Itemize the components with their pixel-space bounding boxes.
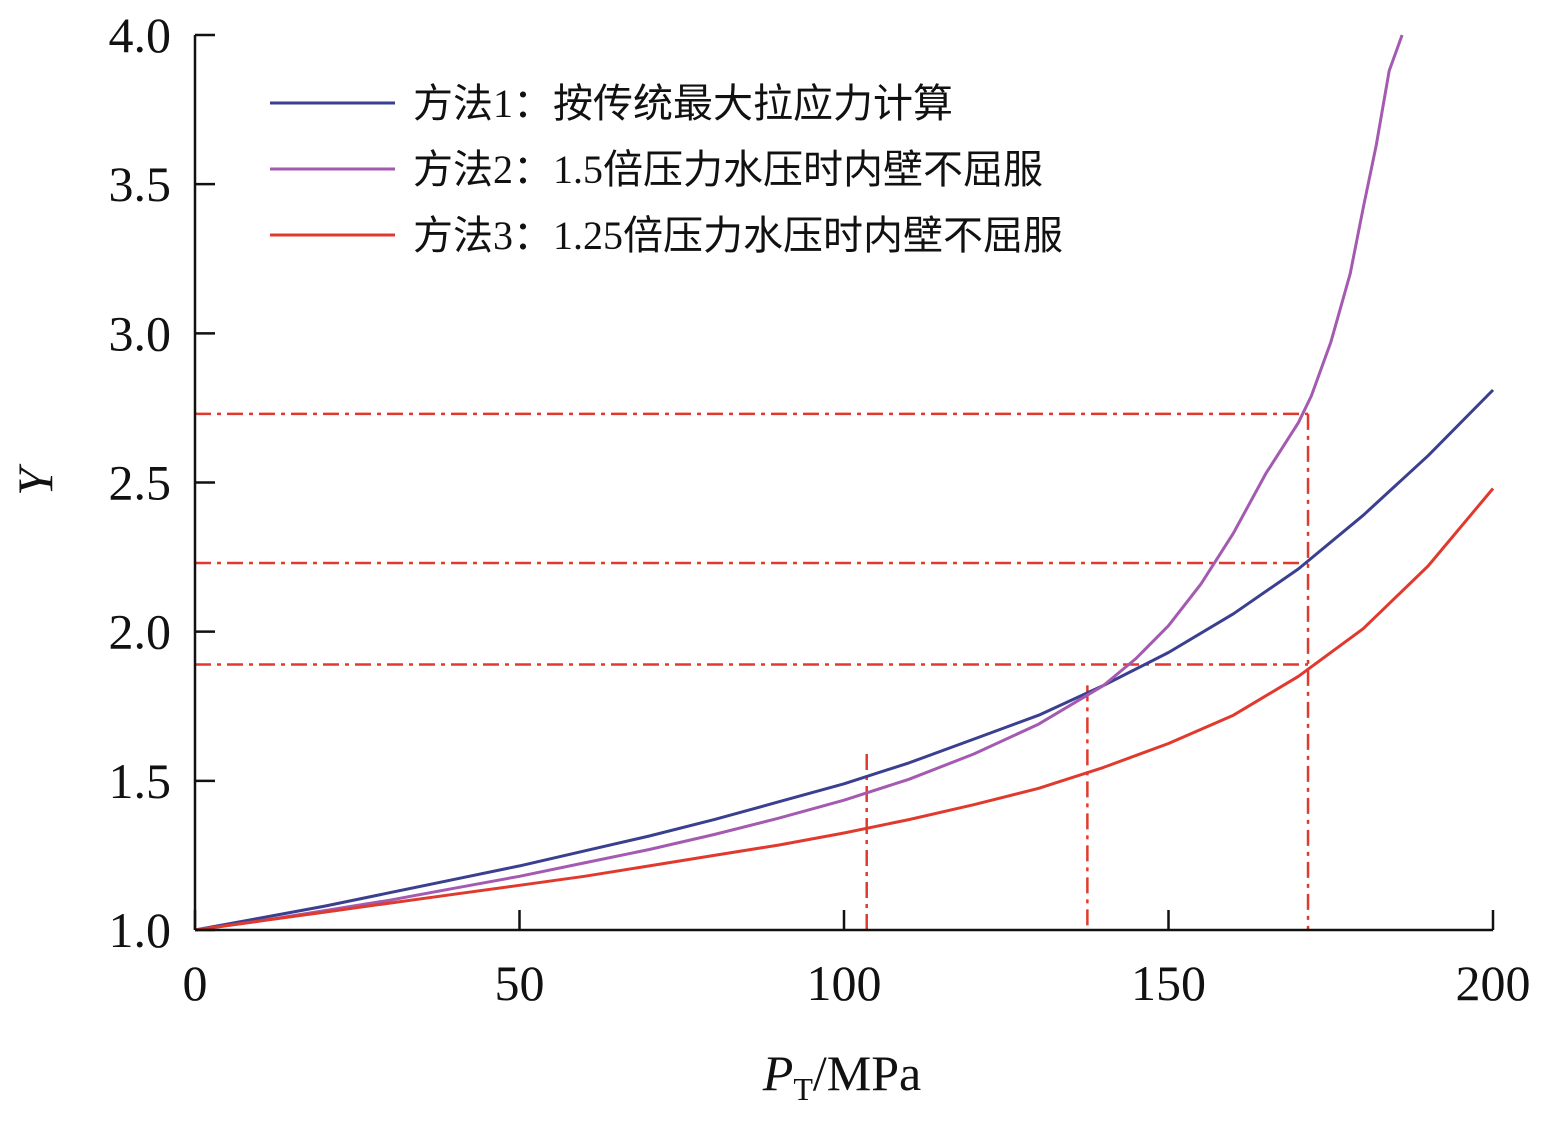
x-axis-title: PT/MPa <box>762 1045 921 1107</box>
x-tick-label: 200 <box>1456 955 1531 1011</box>
x-axis-title-subscript: T <box>793 1071 813 1107</box>
reference-lines-group <box>195 412 1310 930</box>
y-tick-label: 3.5 <box>109 156 172 212</box>
x-tick-label: 50 <box>495 955 545 1011</box>
series-line-3 <box>194 487 1495 932</box>
series-line-2 <box>194 34 1404 932</box>
y-tick-label: 2.5 <box>109 455 172 511</box>
ticks-group: 0 50 100 150 200 1.0 1.5 2.0 2.5 3.0 3.5 4.0 <box>109 7 1531 1011</box>
x-axis-title-main: P <box>762 1045 794 1101</box>
x-axis-title-unit: /MPa <box>813 1045 921 1101</box>
legend-label-2: 方法2：1.5倍压力水压时内壁不屈服 <box>413 147 1043 192</box>
y-tick-label: 1.0 <box>109 902 172 958</box>
x-tick-label: 0 <box>183 955 208 1011</box>
y-tick-label: 4.0 <box>109 7 172 63</box>
series-line-1 <box>194 388 1495 932</box>
legend-label-3: 方法3：1.25倍压力水压时内壁不屈服 <box>413 213 1063 258</box>
y-tick-label: 1.5 <box>109 753 172 809</box>
y-axis-title: Y <box>7 463 63 496</box>
x-tick-label: 100 <box>807 955 882 1011</box>
x-tick-label: 150 <box>1131 955 1206 1011</box>
y-tick-label: 2.0 <box>109 604 172 660</box>
legend-label-1: 方法1：按传统最大拉应力计算 <box>413 81 953 126</box>
y-tick-label: 3.0 <box>109 305 172 361</box>
series-group <box>194 34 1495 932</box>
legend: 方法1：按传统最大拉应力计算方法2：1.5倍压力水压时内壁不屈服方法3：1.25… <box>270 81 1063 258</box>
